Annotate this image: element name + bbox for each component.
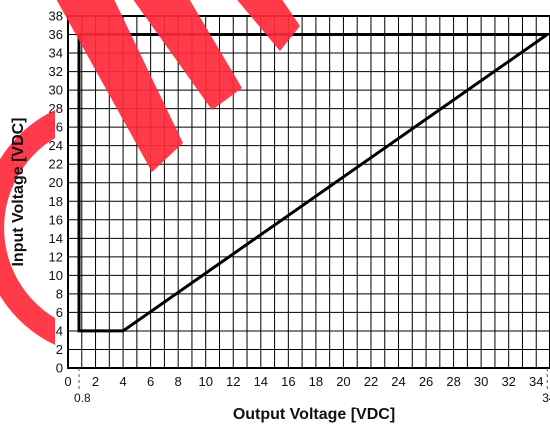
chart-series [77, 33, 550, 333]
x-tick-label: 20 [336, 374, 350, 389]
y-tick-label: 8 [56, 286, 63, 301]
y-tick-label: 24 [49, 138, 63, 153]
y-tick-label: 38 [49, 9, 63, 24]
y-tick-label: 0 [56, 361, 63, 376]
marker-label: 0.8 [74, 391, 91, 405]
watermark-stripe-2 [133, 0, 242, 110]
y-tick-label: 20 [49, 175, 63, 190]
chart-markers: 0.8 34.8 [74, 368, 550, 405]
y-tick-label: 12 [49, 249, 63, 264]
x-tick-label: 30 [474, 374, 488, 389]
x-tick-label: 10 [198, 374, 212, 389]
y-tick-label: 22 [49, 157, 63, 172]
x-tick-label: 22 [364, 374, 378, 389]
y-tick-label: 36 [49, 27, 63, 42]
marker-label: 34.8 [542, 391, 550, 405]
x-tick-label: 6 [147, 374, 154, 389]
x-axis-ticks: 0 2 4 6 8 10 12 14 16 18 20 22 24 26 28 30 32 34 [64, 374, 543, 389]
y-axis-title: Input Voltage [VDC] [10, 117, 27, 266]
watermark-stripe-3 [237, 0, 300, 51]
plot-frame [67, 15, 550, 369]
y-tick-label: 10 [49, 268, 63, 283]
x-tick-label: 18 [309, 374, 323, 389]
x-tick-label: 26 [419, 374, 433, 389]
x-tick-label: 32 [501, 374, 515, 389]
x-tick-label: 0 [64, 374, 71, 389]
x-tick-label: 4 [119, 374, 126, 389]
y-tick-label: 34 [49, 46, 63, 61]
x-tick-label: 12 [226, 374, 240, 389]
y-tick-label: 16 [49, 212, 63, 227]
y-tick-label: 4 [56, 323, 63, 338]
x-axis-title: Output Voltage [VDC] [233, 406, 395, 423]
watermark [0, 0, 300, 345]
series-line [77, 33, 550, 333]
x-tick-label: 34 [529, 374, 543, 389]
watermark-stripe-1 [56, 0, 183, 172]
y-tick-label: 32 [49, 64, 63, 79]
watermark-arc [0, 110, 55, 345]
x-tick-label: 8 [175, 374, 182, 389]
y-tick-label: 18 [49, 194, 63, 209]
y-tick-label: 6 [56, 305, 63, 320]
x-tick-label: 28 [446, 374, 460, 389]
x-tick-label: 16 [281, 374, 295, 389]
y-tick-label: 30 [49, 83, 63, 98]
x-tick-label: 2 [92, 374, 99, 389]
x-tick-label: 14 [254, 374, 268, 389]
y-tick-label: 2 [56, 342, 63, 357]
y-tick-label: 14 [49, 231, 63, 246]
x-tick-label: 24 [391, 374, 405, 389]
